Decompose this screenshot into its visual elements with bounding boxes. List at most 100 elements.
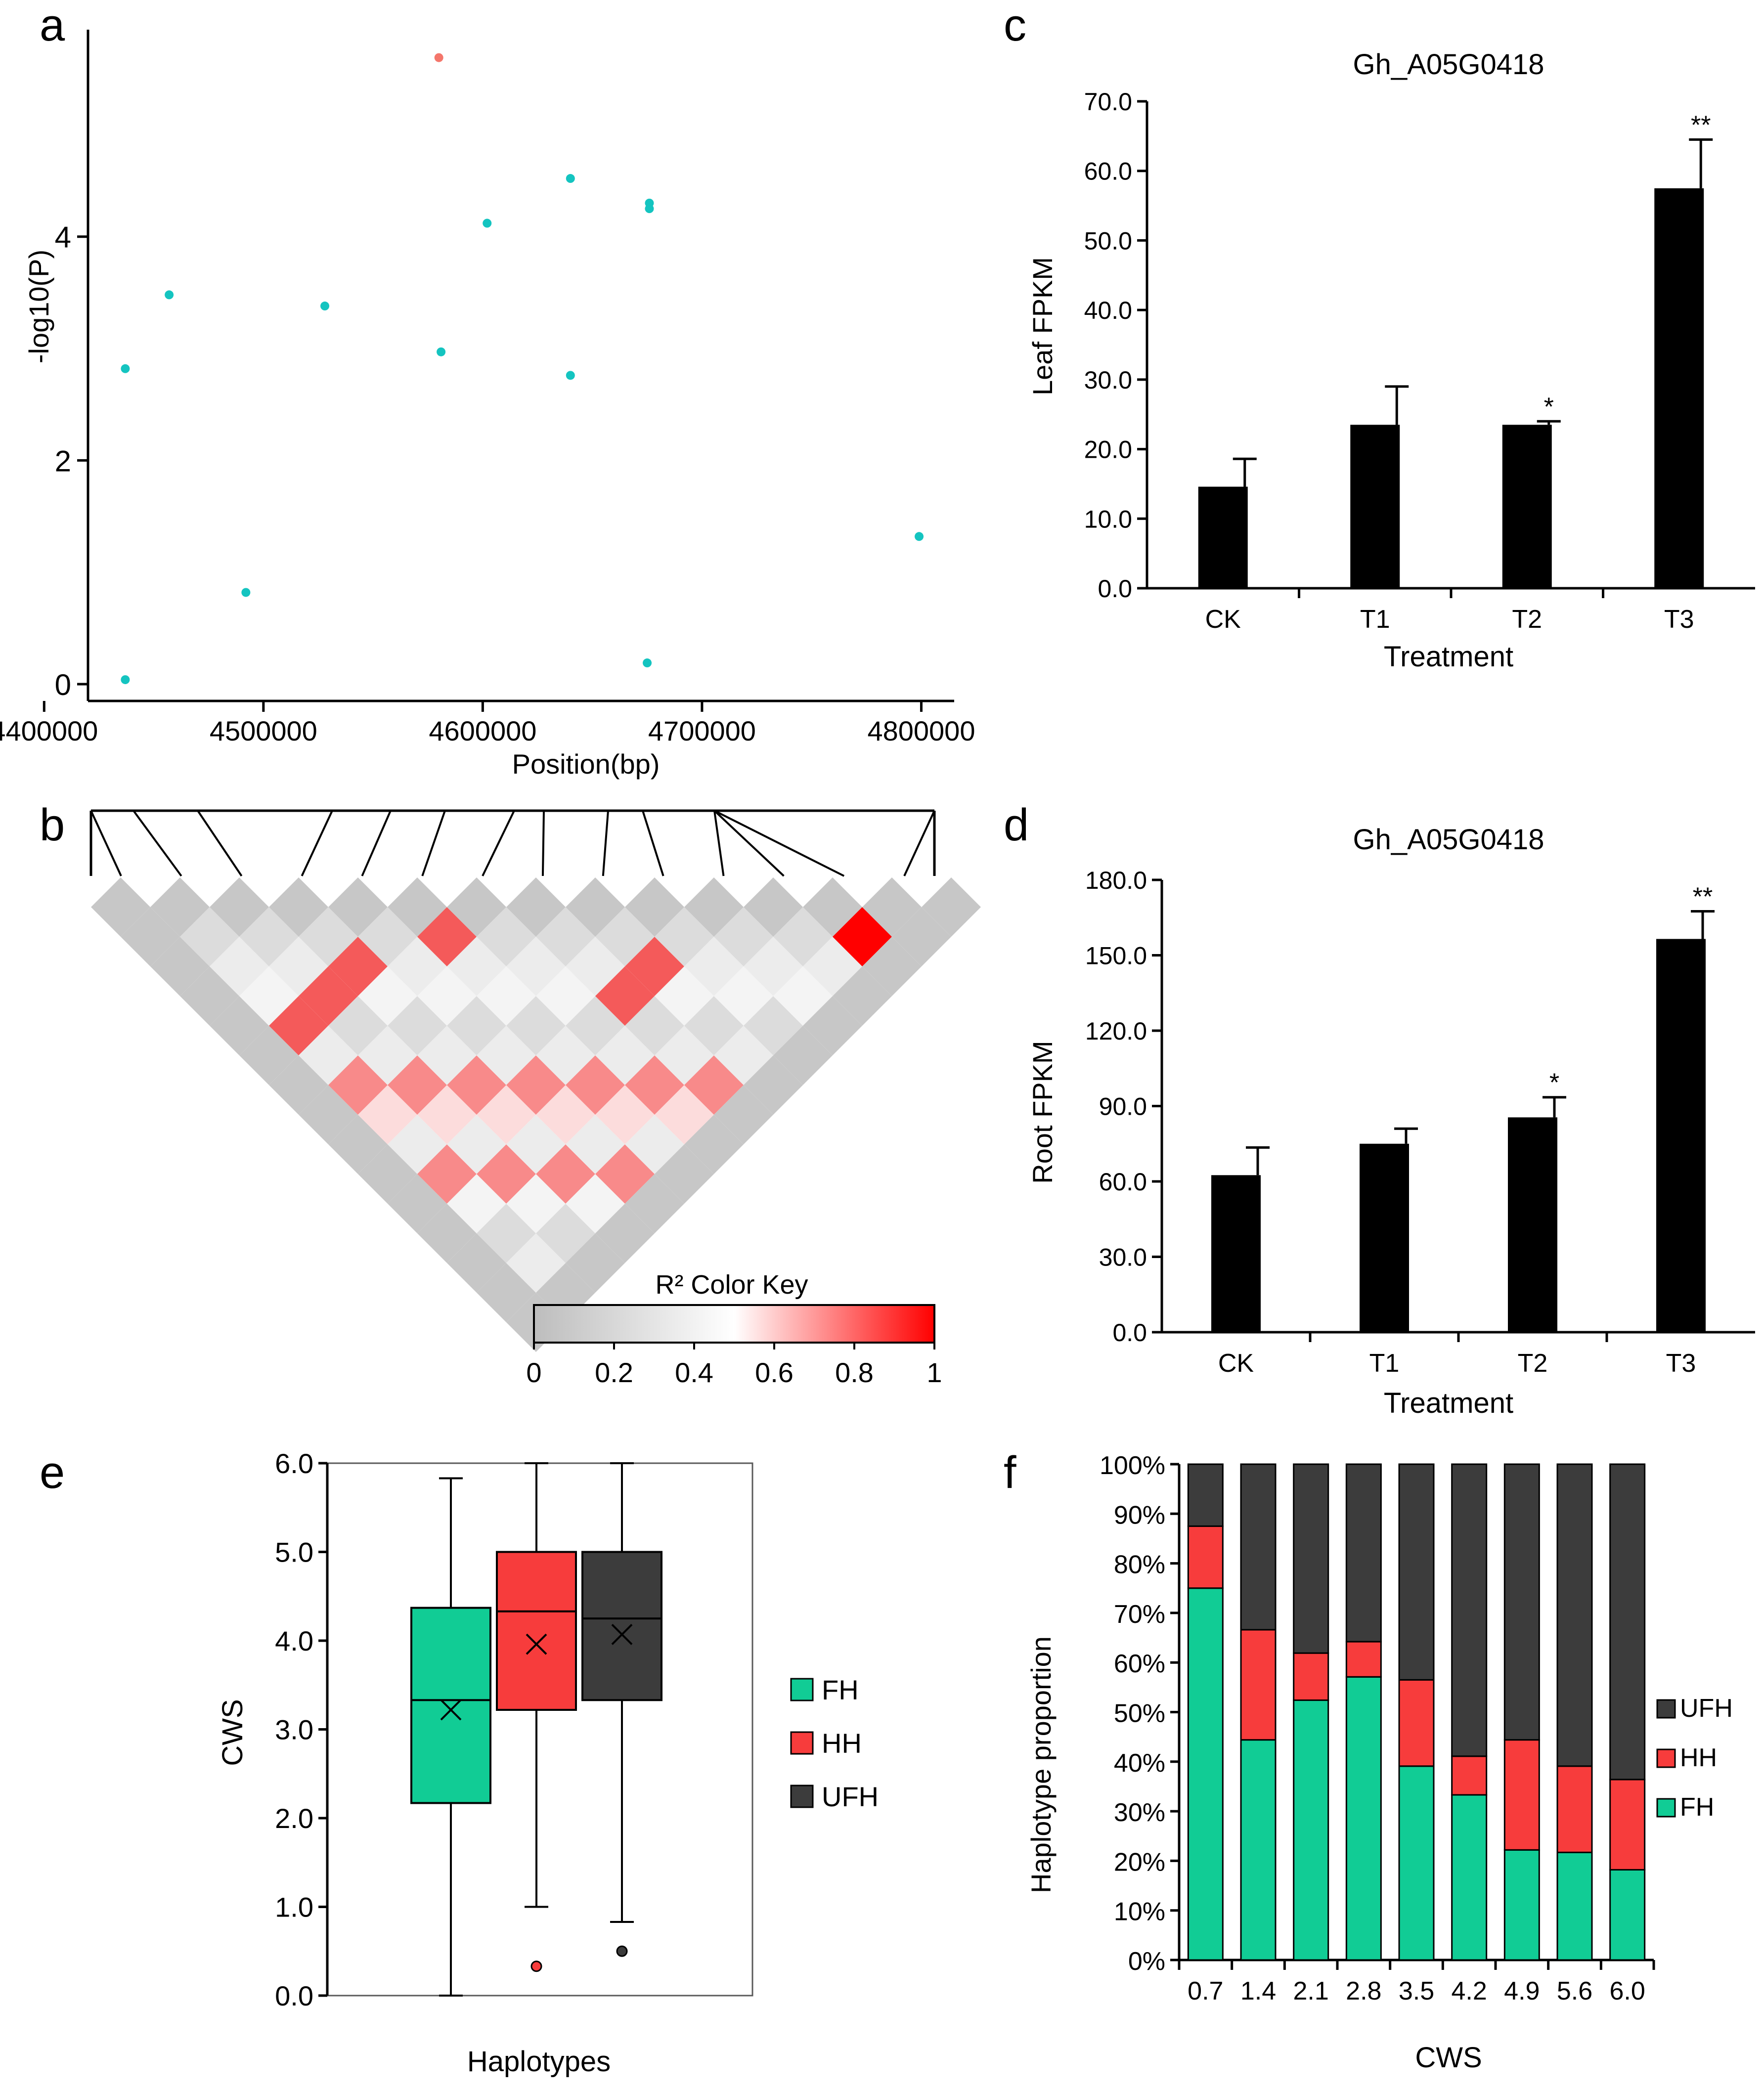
panel-e-legend-label: UFH (822, 1781, 879, 1812)
ld-key-tick-label: 1 (926, 1357, 942, 1388)
panel-f-bar-FH (1398, 1765, 1435, 1961)
panel-f-ytick-label: 0% (1128, 1947, 1165, 1976)
panel-d-bar (1508, 1117, 1557, 1332)
panel-c-bar (1198, 486, 1248, 588)
panel-d-xtick-label: T1 (1369, 1349, 1400, 1378)
panel-c-significance: ** (1691, 111, 1711, 139)
panel-f-xtick-label: 0.7 (1188, 1977, 1223, 2005)
panel-d-xtick-label: T2 (1518, 1349, 1548, 1378)
panel-c-ytick-label: 10.0 (1084, 505, 1132, 533)
panel-c-xtick-label: CK (1205, 605, 1241, 634)
panel-d-bar (1211, 1175, 1261, 1332)
panel-c-bar: Gh_A05G0418 Treatment Leaf FPKM 0.0 10.0 2… (1027, 48, 1755, 673)
panel-d-ytick-label: 60.0 (1099, 1168, 1147, 1196)
panel-d-bar: Gh_A05G0418 Treatment Root FPKM 0.0 30.0 6… (1027, 824, 1755, 1419)
panel-a-xtick-label: 4700000 (648, 715, 756, 746)
panel-f-ytick-label: 100% (1100, 1451, 1165, 1480)
panel-a-ytick-label: 0 (55, 668, 71, 701)
panel-f-bar-HH (1609, 1779, 1646, 1871)
panel-f-bar-UFH (1451, 1463, 1488, 1757)
panel-e-legend-label: HH (822, 1728, 862, 1759)
ld-key-tick-label: 0.4 (675, 1357, 713, 1388)
panel-f-bar-HH (1451, 1755, 1488, 1796)
panel-f-legend-swatch (1656, 1798, 1676, 1818)
panel-f-bar-UFH (1609, 1463, 1646, 1781)
panel-a-ytick-label: 4 (55, 221, 71, 254)
panel-c-ytick-label: 20.0 (1084, 436, 1132, 464)
ld-cell (922, 877, 981, 937)
panel-f-bar-HH (1293, 1652, 1329, 1701)
panel-f-bar-UFH (1293, 1463, 1329, 1654)
panel-f-xtick-label: 4.9 (1504, 1977, 1540, 2005)
panel-c-xtick-label: T2 (1512, 605, 1542, 634)
panel-f-legend-swatch (1656, 1748, 1676, 1768)
panel-letter-c: c (1004, 0, 1026, 50)
ld-snp-connector (301, 810, 333, 876)
ld-snp-connector (903, 810, 935, 876)
panel-a-point (121, 364, 130, 373)
panel-letter-e: e (40, 1447, 65, 1498)
panel-c-xtick-label: T3 (1664, 605, 1694, 634)
panel-a-scatter: Position(bp) -log10(P) 0 2 4 4400000 4500000… (0, 30, 975, 780)
panel-c-xtick-label: T1 (1360, 605, 1390, 634)
panel-c-significance: * (1544, 392, 1554, 421)
panel-c-ytick-label: 60.0 (1084, 158, 1132, 185)
panel-d-ytick-label: 90.0 (1099, 1093, 1147, 1121)
ld-color-key-title: R² Color Key (655, 1270, 808, 1300)
panel-e-outlier (530, 1960, 542, 1972)
panel-e-ytick-label: 2.0 (275, 1803, 313, 1834)
panel-f-xtick-label: 5.6 (1557, 1977, 1592, 2005)
panel-e-ylabel: CWS (217, 1699, 249, 1766)
ld-key-tick-label: 0.8 (835, 1357, 874, 1388)
panel-f-ytick-label: 20% (1114, 1848, 1165, 1876)
panel-f-xtick-label: 2.8 (1346, 1977, 1381, 2005)
panel-f-stacked-bar: CWS Haplotype proportion 0% 10% 20% 30% 40% 5… (1025, 1451, 1733, 2074)
ld-snp-connector (602, 810, 609, 876)
panel-a-point (437, 347, 446, 356)
panel-e-box: Haplotypes CWS 0.0 1.0 2.0 3.0 4.0 5.0 6.0 FH HH… (217, 1448, 879, 2078)
panel-a-point (165, 290, 174, 300)
ld-snp-connector (541, 810, 545, 876)
ld-key-tick-label: 0 (526, 1357, 541, 1388)
panel-d-title: Gh_A05G0418 (1353, 824, 1544, 856)
panel-c-bar (1350, 425, 1400, 588)
panel-e-xlabel: Haplotypes (467, 2046, 611, 2078)
panel-f-bar-FH (1503, 1849, 1540, 1961)
panel-f-bar-HH (1240, 1629, 1277, 1741)
panel-d-ytick-label: 120.0 (1085, 1017, 1147, 1045)
panel-e-box-UFH (581, 1551, 662, 1701)
panel-letter-b: b (40, 800, 65, 850)
panel-f-xtick-label: 2.1 (1293, 1977, 1329, 2005)
panel-a-point (434, 53, 443, 62)
panel-f-bar-FH (1240, 1739, 1277, 1961)
panel-f-ytick-label: 30% (1114, 1798, 1165, 1827)
panel-f-bar-FH (1187, 1587, 1224, 1961)
panel-f-xtick-label: 1.4 (1240, 1977, 1276, 2005)
panel-e-frame (326, 1462, 753, 1997)
panel-a-point (320, 302, 330, 311)
panel-f-legend-swatch (1656, 1699, 1676, 1719)
panel-a-point (566, 174, 575, 183)
panel-a-point (645, 204, 654, 214)
panel-e-ytick-label: 3.0 (275, 1714, 313, 1745)
panel-f-ytick-label: 50% (1114, 1699, 1165, 1728)
panel-e-legend-label: FH (822, 1674, 859, 1705)
panel-d-xtick-label: T3 (1666, 1349, 1696, 1378)
panel-a-point (915, 532, 924, 541)
panel-f-bar-UFH (1398, 1463, 1435, 1681)
panel-a-xtick-label: 4400000 (0, 715, 98, 746)
panel-f-ytick-label: 80% (1114, 1551, 1165, 1579)
panel-f-ytick-label: 60% (1114, 1650, 1165, 1678)
panel-f-xlabel: CWS (1415, 2042, 1482, 2074)
ld-key-tick-label: 0.2 (595, 1357, 633, 1388)
panel-e-mean-marker (611, 1624, 633, 1645)
panel-a-xtick-label: 4600000 (429, 715, 536, 746)
ld-mask (74, 801, 959, 877)
panel-e-ytick-label: 4.0 (275, 1625, 313, 1656)
panel-a-point (566, 371, 575, 380)
panel-f-bar-FH (1609, 1869, 1646, 1961)
panel-d-significance: ** (1693, 883, 1713, 912)
panel-c-ytick-label: 30.0 (1084, 366, 1132, 394)
ld-snp-connector (714, 810, 845, 877)
